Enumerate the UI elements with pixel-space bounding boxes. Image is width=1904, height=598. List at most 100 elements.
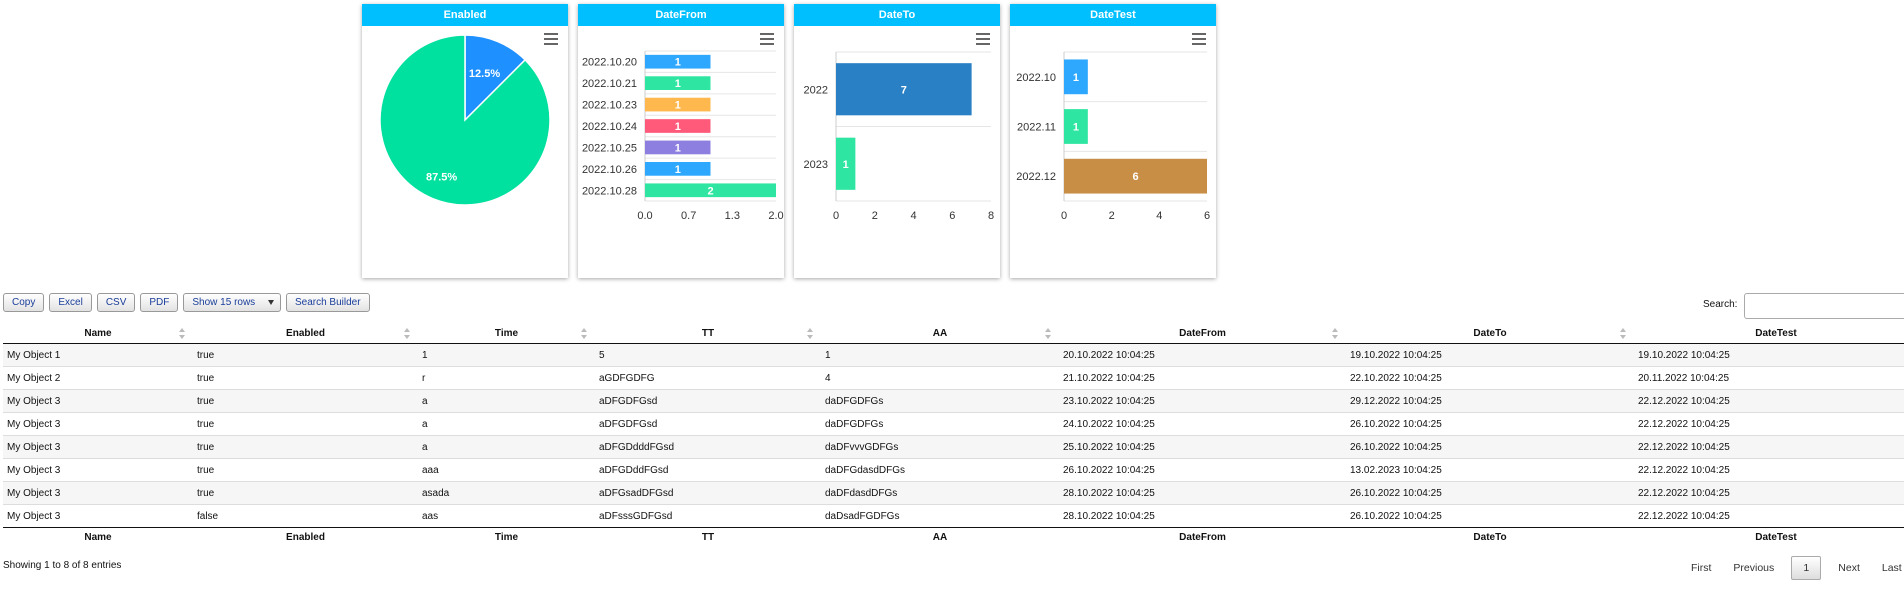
- show-rows-button[interactable]: Show 15 rows: [183, 293, 281, 312]
- previous-page-button[interactable]: Previous: [1733, 562, 1775, 574]
- category-label: 2022.10.28: [582, 185, 637, 197]
- column-header[interactable]: Time: [418, 324, 595, 344]
- bar[interactable]: [836, 63, 972, 116]
- column-header[interactable]: Name: [3, 324, 193, 344]
- sort-arrows-icon: [1332, 328, 1338, 339]
- table-cell: true: [193, 435, 418, 459]
- bar[interactable]: [645, 119, 711, 133]
- hamburger-menu-icon[interactable]: [760, 33, 774, 45]
- bar[interactable]: [1064, 109, 1088, 144]
- table-cell: My Object 3: [3, 435, 193, 459]
- hamburger-menu-icon[interactable]: [544, 33, 558, 45]
- bar[interactable]: [645, 97, 711, 112]
- column-footer: Name: [3, 527, 193, 547]
- first-page-button[interactable]: First: [1691, 562, 1712, 574]
- excel-button[interactable]: Excel: [49, 293, 92, 312]
- pagination: First Previous 1 Next Last: [1680, 556, 1904, 580]
- pie-slice-label: 87.5%: [426, 172, 457, 184]
- table-row[interactable]: My Object 2 true r aGDFGDFG 4 21.10.2022 10:0…: [3, 366, 1904, 390]
- table-row[interactable]: My Object 3 true a aDFGDFGsd daDFGDFGs 23.10.…: [3, 389, 1904, 413]
- search-input[interactable]: [1744, 293, 1904, 319]
- x-tick-label: 4: [1156, 210, 1162, 222]
- sort-arrows-icon: [807, 328, 813, 339]
- table-cell: 22.12.2022 10:04:25: [1634, 481, 1904, 505]
- current-page-button[interactable]: 1: [1791, 556, 1822, 580]
- pie-slice[interactable]: [379, 34, 551, 206]
- table-row[interactable]: My Object 3 true asada aDFGsadDFGsd daDFdasd…: [3, 481, 1904, 505]
- table-cell: 19.10.2022 10:04:25: [1346, 343, 1634, 367]
- column-header[interactable]: TT: [595, 324, 821, 344]
- table-cell: 24.10.2022 10:04:25: [1059, 412, 1346, 436]
- csv-button[interactable]: CSV: [96, 293, 136, 312]
- bar-value-label: 1: [675, 142, 681, 154]
- table-cell: 21.10.2022 10:04:25: [1059, 366, 1346, 390]
- next-page-button[interactable]: Next: [1838, 562, 1860, 574]
- column-header-label: Enabled: [286, 328, 325, 339]
- table-cell: 22.12.2022 10:04:25: [1634, 435, 1904, 459]
- show-rows-label: Show 15 rows: [192, 297, 256, 308]
- table-cell: daDFGdasdDFGs: [821, 458, 1059, 482]
- column-header[interactable]: DateTo: [1346, 324, 1634, 344]
- chart-panel-datefrom: DateFrom 2022.10.20 1 2022.10.21 1 2022.10.2…: [578, 4, 784, 278]
- search-builder-button[interactable]: Search Builder: [285, 293, 370, 312]
- triangle-down-icon: [267, 299, 274, 305]
- table-cell: 4: [821, 366, 1059, 390]
- table-cell: true: [193, 366, 418, 390]
- bar[interactable]: [645, 76, 711, 90]
- bar-value-label: 1: [1073, 122, 1079, 134]
- table-row[interactable]: My Object 1 true 1 5 1 20.10.2022 10:04:25 19.…: [3, 343, 1904, 367]
- category-label: 2022.10.26: [582, 164, 637, 176]
- bar[interactable]: [645, 183, 776, 198]
- category-label: 2022.10.23: [582, 100, 637, 112]
- bar-value-label: 1: [1073, 72, 1079, 84]
- column-header[interactable]: Enabled: [193, 324, 418, 344]
- table-cell: 20.11.2022 10:04:25: [1634, 366, 1904, 390]
- table-cell: 29.12.2022 10:04:25: [1346, 389, 1634, 413]
- table-row[interactable]: My Object 3 false aas aDFsssGDFGsd daDsadFGD…: [3, 504, 1904, 528]
- table-cell: 26.10.2022 10:04:25: [1059, 458, 1346, 482]
- bar[interactable]: [645, 54, 711, 69]
- column-header-label: DateFrom: [1179, 328, 1226, 339]
- table-cell: daDFGDFGs: [821, 412, 1059, 436]
- bar-value-label: 1: [843, 159, 849, 171]
- x-tick-label: 0.0: [637, 210, 652, 222]
- table-cell: 25.10.2022 10:04:25: [1059, 435, 1346, 459]
- table-cell: 26.10.2022 10:04:25: [1346, 481, 1634, 505]
- table-cell: a: [418, 435, 595, 459]
- pie-slice-label: 12.5%: [469, 68, 500, 80]
- column-header[interactable]: AA: [821, 324, 1059, 344]
- x-tick-label: 0.7: [681, 210, 696, 222]
- copy-button[interactable]: Copy: [3, 293, 45, 312]
- sort-arrows-icon: [179, 328, 185, 339]
- table-cell: 28.10.2022 10:04:25: [1059, 504, 1346, 528]
- bar-value-label: 1: [675, 78, 681, 90]
- hamburger-menu-icon[interactable]: [1192, 33, 1206, 45]
- hamburger-menu-icon[interactable]: [976, 33, 990, 45]
- bar[interactable]: [645, 162, 711, 176]
- pdf-button[interactable]: PDF: [140, 293, 179, 312]
- bar[interactable]: [1064, 59, 1088, 95]
- column-header[interactable]: DateTest: [1634, 324, 1904, 344]
- last-page-button[interactable]: Last: [1881, 562, 1902, 574]
- table-row[interactable]: My Object 3 true aaa aDFGDddFGsd daDFGdasdDF…: [3, 458, 1904, 482]
- category-label: 2022.12: [1016, 171, 1056, 183]
- table-row[interactable]: My Object 3 true a aDFGDdddFGsd daDFvvvGDFGs…: [3, 435, 1904, 459]
- column-header[interactable]: DateFrom: [1059, 324, 1346, 344]
- table-cell: 26.10.2022 10:04:25: [1346, 435, 1634, 459]
- bar[interactable]: [645, 140, 711, 155]
- table-cell: My Object 1: [3, 343, 193, 367]
- bar[interactable]: [1064, 158, 1207, 194]
- pie-slice[interactable]: [464, 34, 527, 122]
- table-cell: My Object 3: [3, 504, 193, 528]
- table-cell: aaa: [418, 458, 595, 482]
- table-cell: 22.12.2022 10:04:25: [1634, 458, 1904, 482]
- bar[interactable]: [836, 137, 856, 190]
- table-cell: false: [193, 504, 418, 528]
- table-row[interactable]: My Object 3 true a aDFGDFGsd daDFGDFGs 24.10.…: [3, 412, 1904, 436]
- category-label: 2022.10.24: [582, 121, 637, 133]
- sort-arrows-icon: [404, 328, 410, 339]
- bar-value-label: 1: [675, 121, 681, 133]
- table-cell: 13.02.2023 10:04:25: [1346, 458, 1634, 482]
- table-cell: 19.10.2022 10:04:25: [1634, 343, 1904, 367]
- category-label: 2023: [804, 159, 828, 171]
